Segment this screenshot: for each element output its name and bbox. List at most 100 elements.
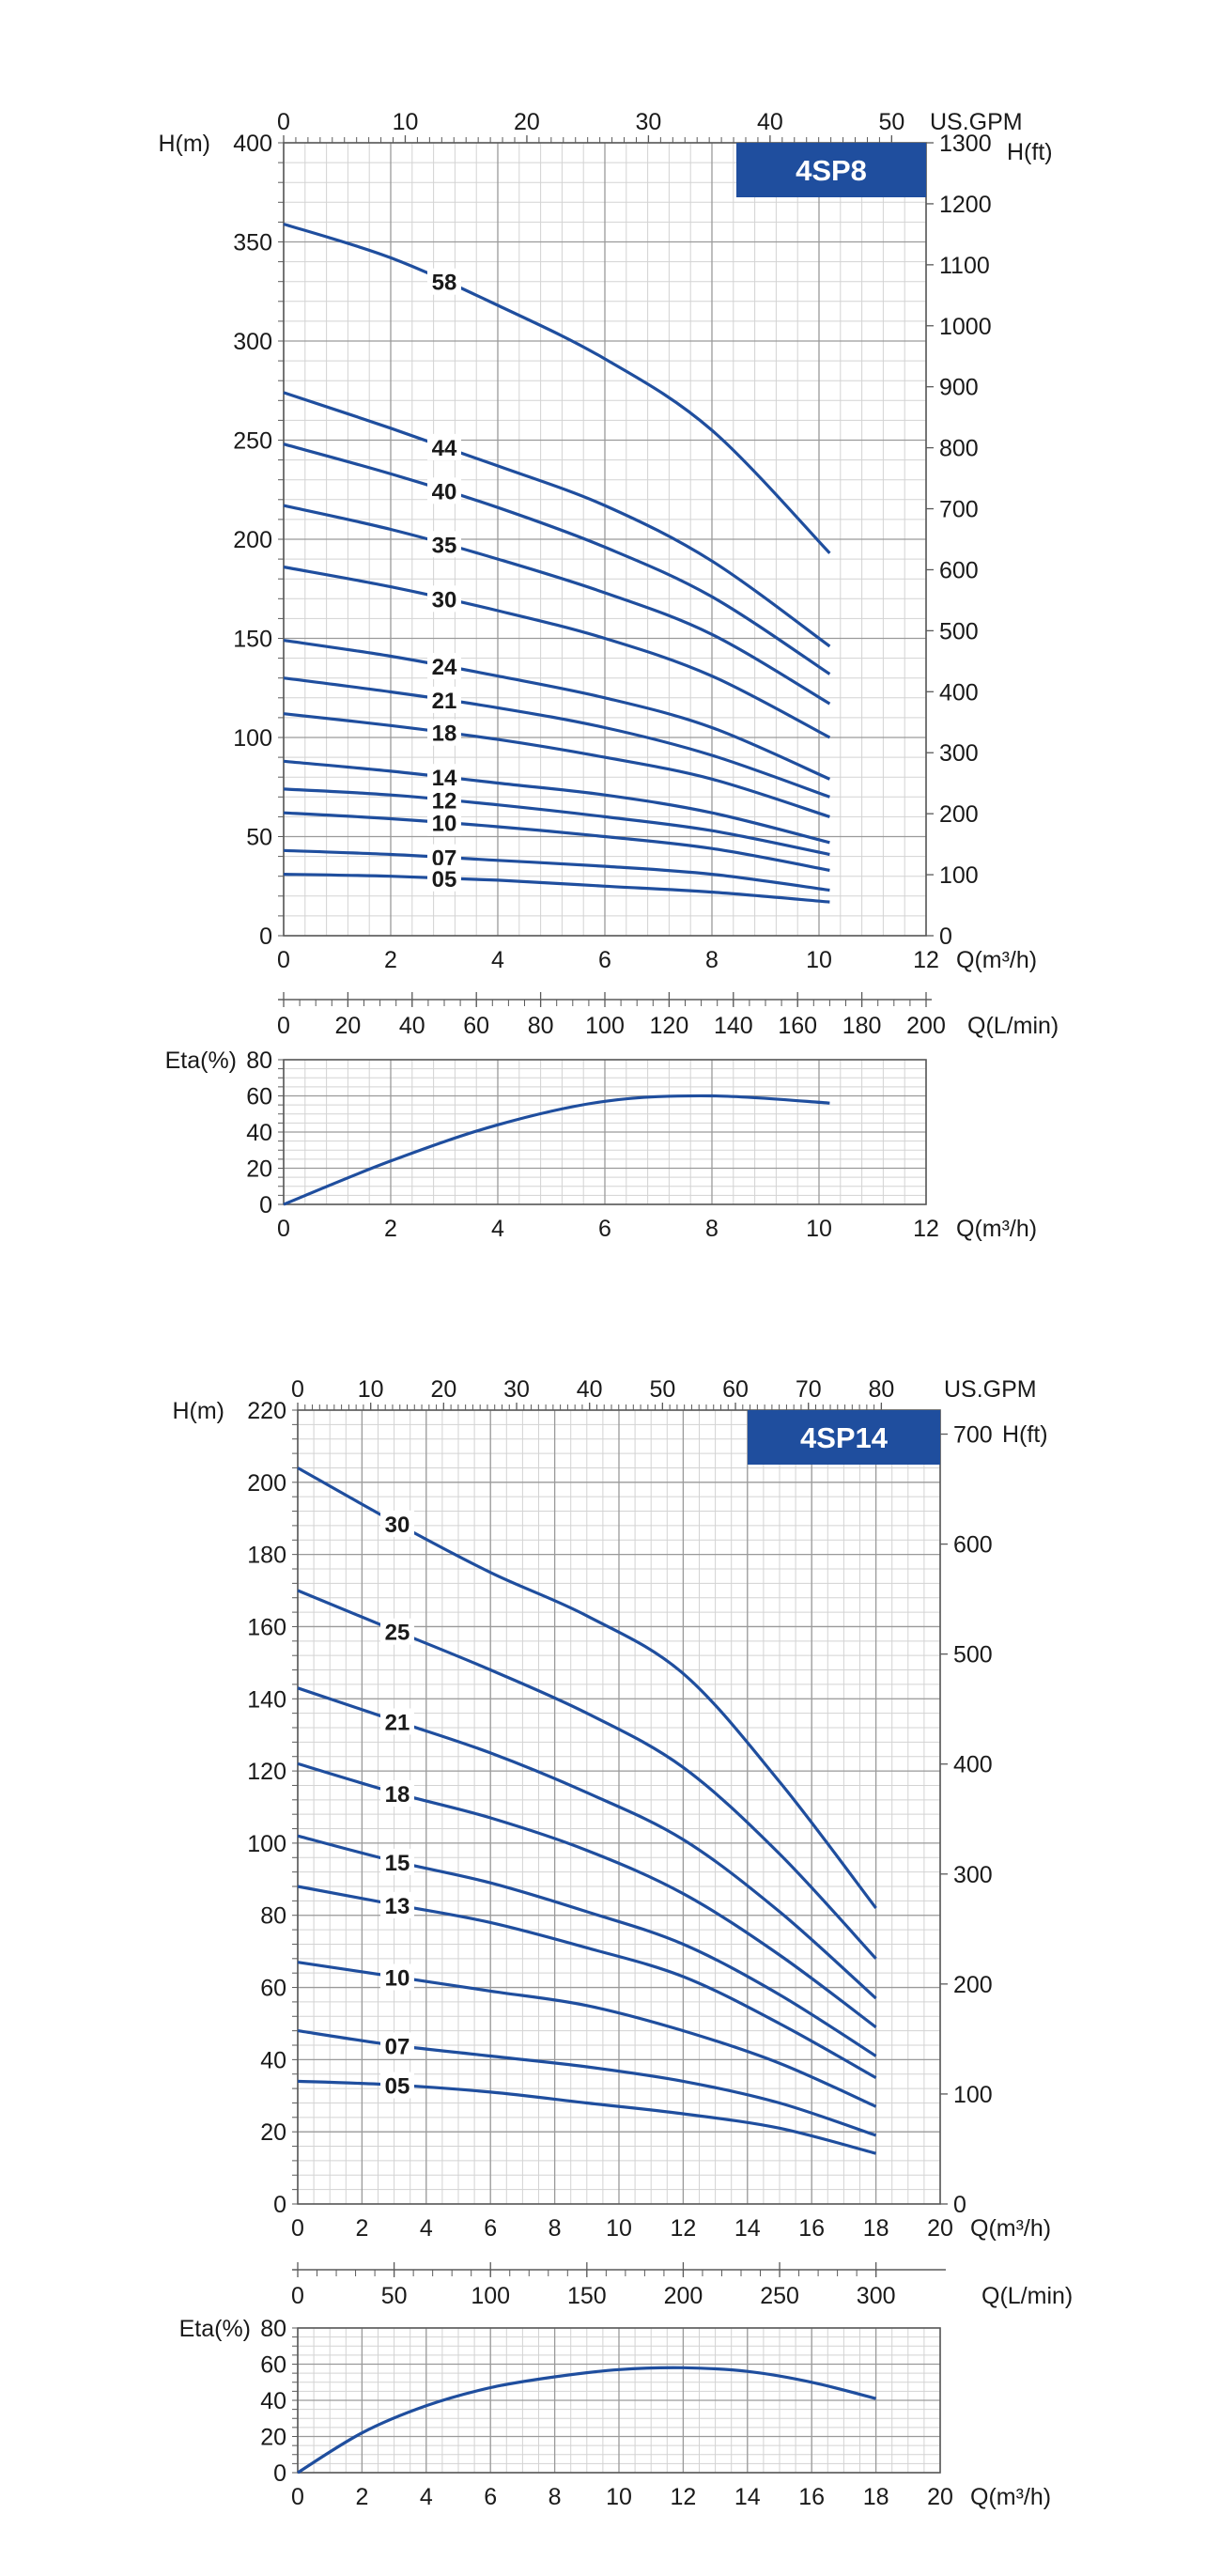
right-tick-label: 100 <box>939 862 979 889</box>
efficiency-curve <box>297 2366 876 2475</box>
lmin-tick-label: 50 <box>381 2283 408 2309</box>
curve-label-bg <box>380 1780 415 1808</box>
lmin-tick-label: 200 <box>664 2283 703 2309</box>
right-tick-label: 600 <box>953 1532 993 1559</box>
lmin-tick-label: 300 <box>857 2283 896 2309</box>
top-axis-unit: US.GPM <box>944 1376 1037 1403</box>
top-tick-label: 10 <box>358 1376 384 1403</box>
lmin-tick-label: 140 <box>714 1013 753 1039</box>
y-tick-label: 160 <box>247 1614 286 1640</box>
x-tick-label: 8 <box>549 2215 562 2242</box>
curve-label: 35 <box>432 533 457 558</box>
curve-label: 40 <box>432 479 457 504</box>
lmin-tick-label: 160 <box>778 1013 817 1039</box>
right-tick-label: 500 <box>953 1642 993 1668</box>
y-tick-label: 200 <box>233 527 272 553</box>
y-tick-label: 400 <box>233 131 272 157</box>
x-tick-label: 12 <box>913 947 939 973</box>
x-tick-label: 2 <box>355 2215 368 2242</box>
top-tick-label: 80 <box>868 1376 894 1403</box>
eta-y-tick-label: 80 <box>246 1047 272 1074</box>
lmin-axis-unit: Q(L/min) <box>981 2283 1073 2309</box>
eta-x-tick-label: 10 <box>806 1216 832 1242</box>
top-tick-label: 20 <box>514 109 540 135</box>
curve-label-bg <box>427 585 461 613</box>
curve-label-bg <box>427 809 461 836</box>
lmin-axis-unit: Q(L/min) <box>967 1013 1059 1039</box>
top-tick-label: 70 <box>796 1376 822 1403</box>
lmin-tick-label: 100 <box>471 2283 510 2309</box>
lmin-tick-label: 200 <box>906 1013 946 1039</box>
head-curve <box>283 759 830 845</box>
right-tick-label: 900 <box>939 375 979 401</box>
model-badge <box>748 1410 940 1465</box>
curve-label-bg <box>427 786 461 814</box>
eta-x-tick-label: 0 <box>277 1216 290 1242</box>
curve-label: 44 <box>432 436 457 461</box>
eta-y-tick-label: 0 <box>259 1192 272 1218</box>
x-tick-label: 0 <box>277 947 290 973</box>
curve-label: 25 <box>385 1621 410 1646</box>
curve-label: 07 <box>385 2034 410 2059</box>
right-tick-label: 700 <box>953 1422 993 1449</box>
eta-x-tick-label: 12 <box>913 1216 939 1242</box>
head-curve <box>283 222 831 554</box>
curve-label: 21 <box>432 689 457 714</box>
eta-x-tick-label: 8 <box>705 1216 719 1242</box>
eta-x-tick-label: 4 <box>491 1216 504 1242</box>
y-tick-label: 350 <box>233 230 272 256</box>
eta-x-axis-unit: Q(m³/h) <box>956 1216 1037 1242</box>
top-tick-label: 20 <box>430 1376 456 1403</box>
right-tick-label: 400 <box>939 679 979 706</box>
top-tick-label: 30 <box>636 109 662 135</box>
curve-label: 13 <box>385 1894 410 1919</box>
curve-label: 10 <box>385 1966 410 1992</box>
eta-y-tick-label: 80 <box>260 2316 286 2342</box>
y-axis-unit: H(m) <box>172 1398 224 1424</box>
model-name: 4SP14 <box>800 1421 889 1454</box>
right-tick-label: 1000 <box>939 314 992 340</box>
x-tick-label: 6 <box>484 2215 497 2242</box>
top-tick-label: 0 <box>291 1376 304 1403</box>
lmin-tick-label: 60 <box>463 1013 489 1039</box>
model-name: 4SP8 <box>796 154 867 187</box>
eta-y-tick-label: 60 <box>260 2352 286 2379</box>
eta-y-tick-label: 20 <box>260 2425 286 2451</box>
curve-label-bg <box>427 864 461 892</box>
curve-label-bg <box>380 1891 415 1918</box>
curve-label: 58 <box>432 271 457 296</box>
curve-label-bg <box>380 1963 415 1991</box>
y-tick-label: 220 <box>247 1398 286 1424</box>
right-tick-label: 1100 <box>939 253 990 279</box>
right-tick-label: 1300 <box>939 131 992 157</box>
top-tick-label: 10 <box>393 109 419 135</box>
curve-label-bg <box>380 1510 415 1537</box>
curve-label-bg <box>380 2072 415 2099</box>
eta-x-tick-label: 2 <box>384 1216 397 1242</box>
curve-label-bg <box>380 1618 415 1645</box>
right-tick-label: 800 <box>939 436 979 462</box>
head-curve <box>283 565 831 739</box>
eta-y-tick-label: 60 <box>246 1084 272 1110</box>
right-tick-label: 100 <box>953 2082 993 2108</box>
curve-label: 15 <box>385 1851 410 1876</box>
curve-label: 30 <box>432 587 457 613</box>
lmin-tick-label: 80 <box>528 1013 554 1039</box>
curve-label-bg <box>380 1708 415 1735</box>
efficiency-curve <box>283 1094 830 1206</box>
x-tick-label: 20 <box>927 2215 953 2242</box>
top-tick-label: 50 <box>649 1376 675 1403</box>
head-curve <box>283 873 830 904</box>
curve-label: 21 <box>385 1710 410 1735</box>
curve-label-bg <box>380 1848 415 1875</box>
right-tick-label: 0 <box>939 923 952 950</box>
y-tick-label: 20 <box>260 2119 286 2146</box>
y-tick-label: 60 <box>260 1976 286 2002</box>
lmin-tick-label: 180 <box>842 1013 882 1039</box>
lmin-tick-label: 100 <box>585 1013 625 1039</box>
eta-axis-unit: Eta(%) <box>179 2316 251 2342</box>
x-tick-label: 6 <box>598 947 611 973</box>
top-tick-label: 50 <box>878 109 904 135</box>
x-axis-unit: Q(m³/h) <box>956 947 1037 973</box>
lmin-tick-label: 40 <box>399 1013 425 1039</box>
